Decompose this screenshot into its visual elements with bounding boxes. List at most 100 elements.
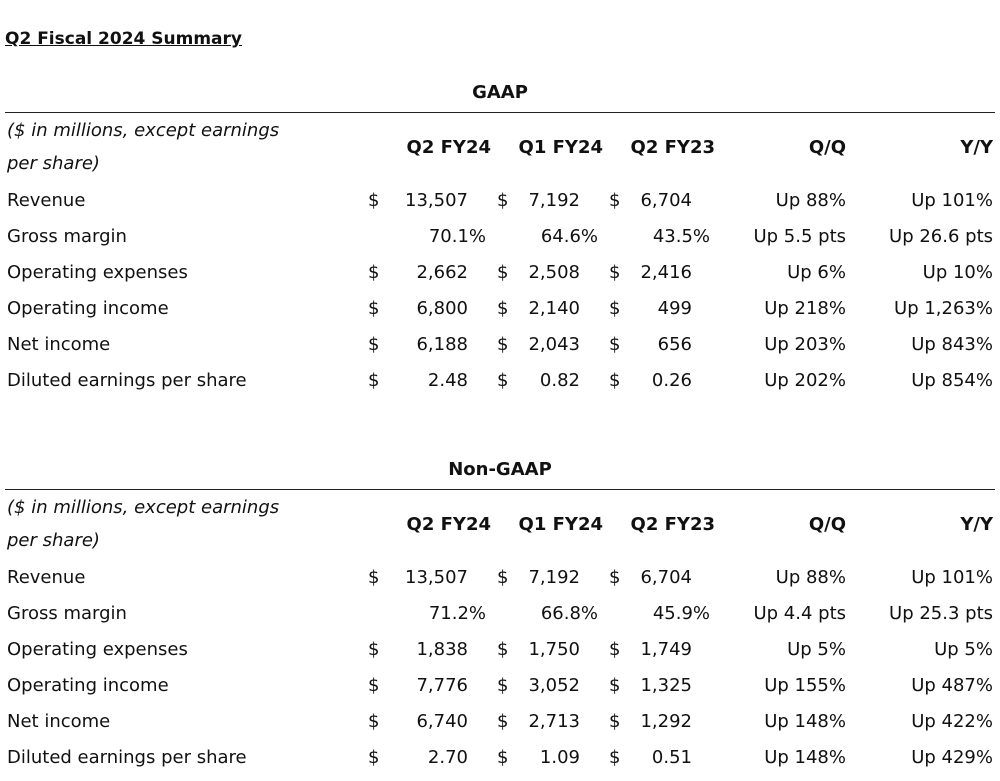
currency-symbol: $ (368, 298, 380, 319)
section-rule (5, 112, 995, 113)
currency-symbol: $ (368, 190, 380, 211)
yy-change: Up 854% (911, 370, 993, 391)
currency-symbol: $ (497, 262, 509, 283)
row-label: Diluted earnings per share (7, 370, 247, 391)
cell-value: 1.09 (539, 747, 580, 768)
cell-value: 6,188 (416, 334, 468, 355)
currency-symbol: $ (368, 747, 380, 768)
currency-symbol: $ (497, 334, 509, 355)
yy-change: Up 843% (911, 334, 993, 355)
cell-value: 2,713 (528, 711, 580, 732)
cell-value: 0.26 (651, 370, 692, 391)
currency-symbol: $ (368, 262, 380, 283)
qq-change: Up 203% (764, 334, 846, 355)
qq-change: Up 155% (764, 675, 846, 696)
cell-value: 6,704 (640, 190, 692, 211)
column-header: Q2 FY23 (630, 514, 715, 535)
cell-value: 1,750 (528, 639, 580, 660)
cell-value: 64.6% (540, 226, 598, 247)
section-rule (5, 489, 995, 490)
currency-symbol: $ (609, 370, 621, 391)
column-header: Y/Y (960, 137, 993, 158)
currency-symbol: $ (497, 298, 509, 319)
cell-value: 0.82 (539, 370, 580, 391)
cell-value: 1,325 (640, 675, 692, 696)
currency-symbol: $ (609, 262, 621, 283)
cell-value: 2.70 (427, 747, 468, 768)
cell-value: 66.8% (540, 603, 598, 624)
qq-change: Up 148% (764, 711, 846, 732)
yy-change: Up 5% (934, 639, 993, 660)
yy-change: Up 429% (911, 747, 993, 768)
qq-change: Up 6% (787, 262, 846, 283)
cell-value: 70.1% (428, 226, 486, 247)
currency-symbol: $ (368, 567, 380, 588)
yy-change: Up 1,263% (894, 298, 993, 319)
cell-value: 1,292 (640, 711, 692, 732)
yy-change: Up 487% (911, 675, 993, 696)
column-header: Q2 FY24 (406, 137, 491, 158)
header-note: per share) (7, 153, 100, 174)
yy-change: Up 101% (911, 190, 993, 211)
header-note: ($ in millions, except earnings (7, 497, 280, 518)
column-header: Q2 FY24 (406, 514, 491, 535)
column-header: Q/Q (808, 137, 846, 158)
cell-value: 7,192 (528, 190, 580, 211)
yy-change: Up 25.3 pts (889, 603, 993, 624)
row-label: Operating income (7, 298, 169, 319)
qq-change: Up 88% (775, 567, 846, 588)
cell-value: 2,140 (528, 298, 580, 319)
currency-symbol: $ (609, 639, 621, 660)
currency-symbol: $ (497, 747, 509, 768)
qq-change: Up 202% (764, 370, 846, 391)
row-label: Operating expenses (7, 639, 188, 660)
yy-change: Up 26.6 pts (889, 226, 993, 247)
cell-value: 13,507 (405, 567, 468, 588)
currency-symbol: $ (368, 711, 380, 732)
currency-symbol: $ (609, 675, 621, 696)
cell-value: 2,508 (528, 262, 580, 283)
currency-symbol: $ (497, 675, 509, 696)
cell-value: 2,416 (640, 262, 692, 283)
row-label: Net income (7, 334, 111, 355)
cell-value: 6,704 (640, 567, 692, 588)
row-label: Diluted earnings per share (7, 747, 247, 768)
qq-change: Up 148% (764, 747, 846, 768)
section-title: Non-GAAP (448, 459, 552, 480)
row-label: Revenue (7, 567, 86, 588)
yy-change: Up 10% (922, 262, 993, 283)
currency-symbol: $ (497, 567, 509, 588)
row-label: Gross margin (7, 603, 127, 624)
column-header: Q1 FY24 (518, 137, 603, 158)
cell-value: 6,740 (416, 711, 468, 732)
row-label: Operating expenses (7, 262, 188, 283)
header-note: per share) (7, 530, 100, 551)
currency-symbol: $ (497, 190, 509, 211)
qq-change: Up 88% (775, 190, 846, 211)
cell-value: 71.2% (428, 603, 486, 624)
section-title: GAAP (472, 82, 528, 103)
cell-value: 7,192 (528, 567, 580, 588)
cell-value: 2,043 (528, 334, 580, 355)
yy-change: Up 101% (911, 567, 993, 588)
currency-symbol: $ (368, 675, 380, 696)
row-label: Operating income (7, 675, 169, 696)
currency-symbol: $ (609, 190, 621, 211)
currency-symbol: $ (497, 639, 509, 660)
qq-change: Up 218% (764, 298, 846, 319)
cell-value: 45.9% (652, 603, 710, 624)
currency-symbol: $ (609, 334, 621, 355)
currency-symbol: $ (368, 334, 380, 355)
currency-symbol: $ (609, 298, 621, 319)
cell-value: 2,662 (416, 262, 468, 283)
cell-value: 3,052 (528, 675, 580, 696)
row-label: Gross margin (7, 226, 127, 247)
cell-value: 7,776 (416, 675, 468, 696)
column-header: Q/Q (808, 514, 846, 535)
yy-change: Up 422% (911, 711, 993, 732)
cell-value: 499 (657, 298, 692, 319)
cell-value: 0.51 (651, 747, 692, 768)
cell-value: 2.48 (427, 370, 468, 391)
page-title: Q2 Fiscal 2024 Summary (5, 29, 242, 49)
